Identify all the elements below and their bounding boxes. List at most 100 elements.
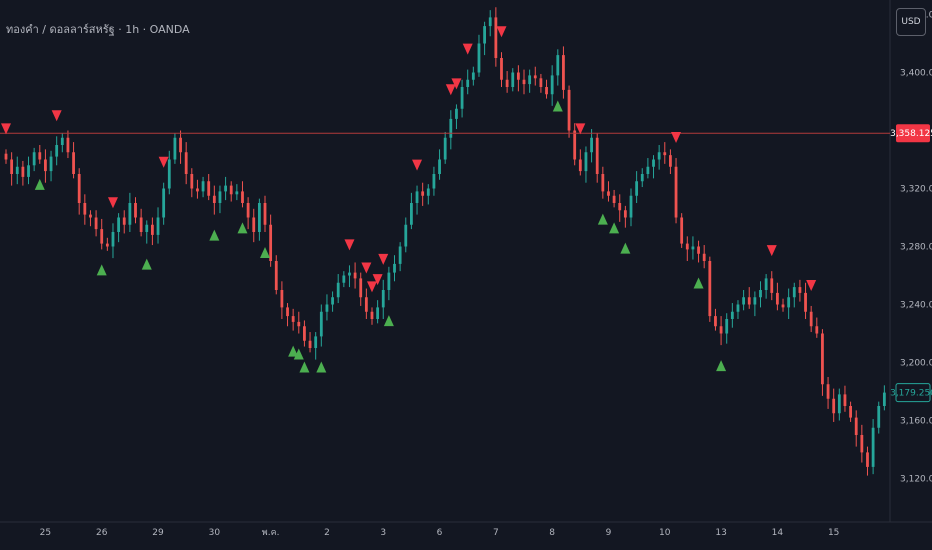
candle — [629, 188, 633, 227]
candle — [190, 168, 194, 198]
candle — [826, 377, 830, 409]
buy-signal-marker — [299, 361, 310, 373]
candle — [66, 130, 70, 159]
candle — [387, 266, 391, 301]
candle — [280, 281, 284, 319]
candle — [781, 298, 785, 312]
candle — [562, 46, 565, 99]
x-tick-label: 14 — [772, 528, 784, 538]
candle — [303, 320, 306, 347]
candle — [297, 311, 301, 334]
axis-separators — [0, 0, 932, 523]
candle — [241, 181, 244, 208]
buy-signal-marker — [693, 277, 704, 289]
candle — [759, 281, 762, 308]
candle — [426, 184, 430, 205]
x-tick-label: 15 — [828, 528, 839, 538]
candle — [235, 184, 239, 201]
candle — [145, 220, 149, 244]
candle — [460, 79, 464, 118]
candle — [128, 192, 132, 232]
sell-signal-marker — [412, 159, 423, 171]
x-tick-label: 10 — [659, 528, 671, 538]
candle — [49, 150, 53, 182]
time-axis[interactable]: 25 26 29 30 พ.ค. 2 3 6 7 8 9 10 13 14 15 — [40, 528, 840, 538]
buy-signal-marker — [620, 242, 631, 254]
candle — [584, 146, 588, 183]
sell-signal-marker — [344, 239, 355, 251]
candle — [286, 303, 289, 327]
candle — [505, 71, 509, 93]
x-tick-label: 2 — [324, 528, 330, 538]
candle — [196, 179, 199, 199]
candle — [657, 145, 661, 170]
candle — [201, 176, 205, 198]
y-tick-label: 3,400.000 — [900, 69, 932, 79]
symbol-title[interactable]: ทองคำ / ดอลลาร์สหรัฐ · 1h · OANDA — [6, 23, 190, 36]
candle — [342, 271, 346, 288]
buy-signal-marker — [34, 178, 45, 190]
candle — [466, 69, 470, 95]
candle — [443, 131, 447, 164]
candle — [821, 329, 824, 396]
candle — [742, 290, 746, 311]
candle — [410, 192, 413, 230]
buy-signal-marker — [552, 100, 563, 112]
sell-signal-marker — [451, 78, 462, 90]
currency-button[interactable]: USD — [896, 8, 926, 36]
candle — [815, 317, 819, 338]
candle — [787, 288, 791, 319]
candle — [764, 274, 768, 299]
buy-signal-marker — [288, 345, 299, 357]
sell-signal-marker — [671, 132, 682, 144]
sell-signal-marker — [445, 84, 456, 96]
signal-markers — [1, 26, 817, 373]
candle — [736, 300, 740, 319]
x-tick-label: 29 — [152, 528, 164, 538]
candle — [229, 181, 233, 202]
candle — [578, 149, 582, 176]
candle — [488, 10, 492, 37]
candle — [94, 210, 98, 237]
price-axis[interactable]: 3,440.0003,400.0003,358.1253,320.0003,28… — [890, 11, 932, 485]
x-tick-label: 8 — [549, 528, 555, 538]
candle — [770, 271, 774, 301]
candle — [376, 300, 380, 324]
candle — [708, 256, 712, 322]
candle — [263, 195, 267, 232]
candle — [184, 142, 188, 185]
candle — [325, 294, 329, 321]
candle — [809, 305, 813, 333]
buy-signal-marker — [316, 361, 327, 373]
candle — [156, 207, 160, 244]
candle — [854, 410, 858, 447]
candle — [100, 218, 104, 250]
candle — [252, 208, 256, 243]
candle — [798, 279, 802, 302]
candle — [601, 166, 605, 199]
candle — [27, 156, 30, 185]
candle — [550, 65, 554, 106]
buy-signal-marker — [609, 222, 620, 234]
resistance-price-badge — [896, 124, 930, 143]
candle — [702, 245, 706, 269]
buy-signal-marker — [597, 213, 608, 225]
candle — [607, 181, 610, 202]
x-tick-label: 6 — [437, 528, 443, 538]
candle — [494, 7, 498, 67]
buy-signal-marker — [209, 229, 220, 241]
candle — [218, 185, 222, 214]
candle — [747, 287, 751, 309]
candle — [398, 242, 402, 272]
candle — [353, 262, 357, 289]
candlestick-series — [4, 7, 886, 476]
candle — [359, 272, 363, 306]
buy-signal-marker — [237, 222, 248, 234]
candle — [455, 104, 458, 130]
candle — [44, 149, 47, 183]
sell-signal-marker — [496, 26, 507, 38]
sell-signal-marker — [51, 110, 62, 122]
candle — [882, 385, 886, 411]
candle — [618, 194, 622, 222]
